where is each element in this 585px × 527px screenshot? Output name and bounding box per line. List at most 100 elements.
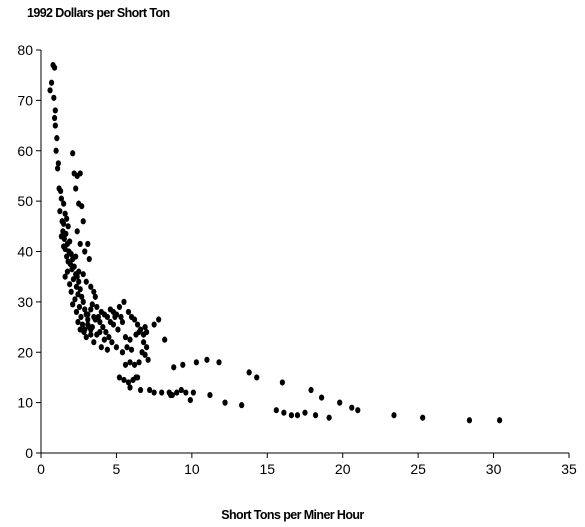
- data-point: [168, 391, 174, 399]
- data-point: [64, 240, 70, 248]
- data-point: [151, 389, 157, 396]
- data-point: [91, 313, 97, 321]
- data-point: [312, 412, 319, 419]
- data-point: [80, 298, 86, 305]
- data-point: [51, 64, 58, 71]
- data-point: [128, 346, 135, 353]
- data-point: [67, 260, 74, 268]
- data-point: [88, 306, 94, 313]
- y-tick-label: 70: [17, 92, 33, 108]
- data-point: [83, 334, 89, 341]
- data-point: [55, 160, 61, 167]
- data-point: [122, 334, 129, 341]
- data-point: [326, 414, 332, 421]
- data-point: [101, 336, 107, 343]
- data-point: [107, 318, 113, 326]
- x-tick-label: 10: [184, 461, 200, 477]
- data-point: [88, 326, 94, 333]
- data-point: [62, 273, 68, 280]
- data-point: [94, 331, 100, 338]
- data-point: [86, 255, 92, 263]
- data-point: [302, 409, 308, 416]
- data-point: [73, 283, 80, 290]
- data-point: [204, 356, 210, 363]
- data-point: [159, 389, 165, 396]
- data-point: [77, 240, 83, 248]
- x-tick-label: 30: [486, 461, 502, 477]
- y-tick-label: 80: [17, 42, 33, 58]
- data-point: [77, 286, 83, 293]
- data-point: [106, 334, 112, 341]
- data-point: [133, 374, 139, 381]
- data-point: [76, 303, 83, 311]
- data-point: [124, 344, 130, 351]
- data-point: [98, 344, 104, 351]
- data-point: [115, 326, 121, 333]
- data-point: [51, 114, 58, 122]
- data-point: [125, 308, 132, 316]
- y-tick-labels: 0 10 20 30 40 50 60 70 80: [17, 42, 33, 461]
- data-point: [65, 223, 71, 230]
- data-point: [79, 293, 85, 300]
- data-point: [79, 203, 85, 210]
- data-point: [318, 394, 325, 401]
- data-point: [91, 339, 97, 346]
- data-point: [112, 313, 118, 321]
- data-point: [85, 311, 91, 318]
- data-point: [83, 278, 89, 285]
- data-point: [136, 329, 142, 336]
- data-point: [131, 361, 138, 368]
- x-tick-label: 35: [561, 461, 577, 477]
- data-point: [51, 94, 57, 101]
- scatter-chart: 0 10 20 30 40 50 60 70 80 0 5 10 15 20 25 30 35: [17, 42, 577, 477]
- data-point: [116, 374, 123, 381]
- data-point: [187, 397, 193, 404]
- data-point: [183, 389, 189, 396]
- data-point: [222, 399, 228, 406]
- data-point: [77, 170, 83, 177]
- data-point: [82, 326, 88, 333]
- data-point: [64, 253, 70, 260]
- data-point: [391, 412, 397, 419]
- data-point: [466, 417, 473, 424]
- data-point: [70, 150, 76, 157]
- data-point: [61, 220, 67, 227]
- data-point: [52, 122, 58, 129]
- data-point: [142, 323, 148, 331]
- data-point: [308, 386, 314, 394]
- data-point: [48, 79, 55, 86]
- data-point: [216, 359, 222, 366]
- data-point: [104, 313, 110, 321]
- data-point: [78, 313, 84, 321]
- data-point: [80, 271, 86, 278]
- data-point: [127, 384, 133, 391]
- data-point: [75, 318, 81, 326]
- data-point: [73, 253, 79, 260]
- data-point: [62, 245, 68, 253]
- data-point: [144, 344, 150, 351]
- x-tick-label: 20: [335, 461, 351, 477]
- x-axis-label: Short Tons per Miner Hour: [221, 508, 364, 522]
- data-point: [254, 374, 260, 381]
- data-point: [100, 323, 106, 331]
- data-point: [74, 273, 80, 280]
- data-point: [113, 344, 120, 351]
- data-point: [88, 331, 94, 338]
- data-point: [61, 235, 67, 243]
- data-point: [75, 291, 81, 298]
- data-point: [61, 200, 67, 207]
- data-point: [91, 288, 97, 295]
- data-point: [74, 228, 80, 235]
- y-axis-label: 1992 Dollars per Short Ton: [27, 6, 170, 20]
- data-point: [119, 349, 126, 356]
- data-point: [420, 414, 426, 421]
- x-tick-labels: 0 5 10 15 20 25 30 35: [37, 461, 577, 477]
- data-point: [207, 391, 213, 399]
- data-point: [104, 346, 110, 353]
- data-point: [103, 329, 109, 336]
- data-point: [79, 321, 86, 328]
- data-point: [85, 240, 91, 248]
- y-tick-label: 60: [17, 143, 33, 159]
- data-point: [109, 339, 115, 346]
- data-point: [82, 306, 88, 313]
